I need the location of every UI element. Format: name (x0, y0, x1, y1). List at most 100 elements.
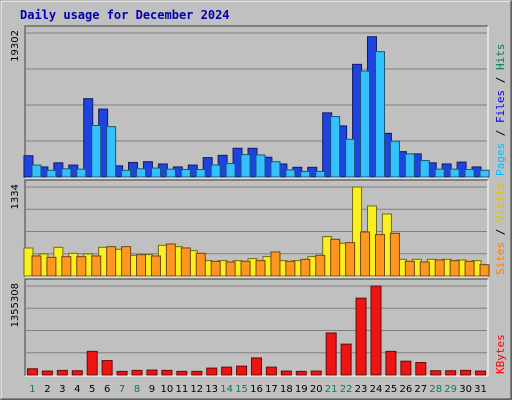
bar-sites-day-30 (464, 260, 475, 277)
x-tick-label-29: 29 (444, 384, 457, 395)
legend: Pages / Files / Hits (494, 44, 507, 177)
bar-sites-day-31 (479, 264, 490, 277)
x-tick-label-20: 20 (310, 384, 323, 395)
bar-files-day-26 (404, 153, 415, 178)
bar-files-day-27 (419, 160, 430, 178)
bar-files-day-5 (91, 125, 102, 178)
bar-kbytes-day-22 (340, 343, 352, 376)
x-tick-label-27: 27 (414, 384, 427, 395)
x-tick-label-3: 3 (59, 384, 65, 395)
bar-kbytes-day-25 (385, 350, 397, 376)
bar-sites-day-10 (165, 243, 176, 277)
legend-item-files: Files (494, 90, 507, 123)
bar-sites-day-22 (345, 242, 356, 277)
x-tick-label-17: 17 (265, 384, 278, 395)
bar-sites-day-23 (360, 231, 371, 277)
panel-kbytes: 1355308 KBytes (10, 278, 507, 377)
bar-sites-day-27 (419, 261, 430, 277)
bar-files-day-23 (360, 70, 371, 178)
bar-sites-day-26 (404, 260, 415, 277)
bar-kbytes-day-31 (475, 370, 487, 376)
bar-files-day-16 (255, 154, 266, 178)
bar-kbytes-day-14 (221, 366, 233, 376)
bar-files-day-2 (46, 169, 57, 178)
legend-item-visits: Visits (494, 182, 507, 222)
bar-kbytes-day-15 (236, 365, 248, 376)
bar-files-day-21 (330, 116, 341, 178)
x-tick-label-11: 11 (175, 384, 188, 395)
y-max-label: 1355308 (10, 283, 21, 328)
bar-kbytes-day-19 (295, 370, 307, 376)
x-tick-label-2: 2 (44, 384, 50, 395)
x-tick-label-30: 30 (459, 384, 472, 395)
bar-kbytes-day-16 (251, 357, 262, 376)
bar-files-day-4 (76, 168, 87, 178)
x-tick-label-28: 28 (429, 384, 442, 395)
x-tick-label-19: 19 (295, 384, 308, 395)
bar-kbytes-day-27 (415, 362, 427, 376)
x-tick-label-4: 4 (74, 384, 80, 395)
bar-sites-day-4 (76, 256, 87, 277)
bar-kbytes-day-1 (26, 368, 38, 376)
panel-border-dark (24, 25, 488, 178)
legend-item-kbytes: KBytes (494, 334, 507, 374)
x-tick-label-10: 10 (161, 384, 174, 395)
legend: Sites / Visits (494, 182, 507, 275)
bar-files-day-17 (270, 161, 281, 178)
bar-kbytes-day-2 (41, 370, 53, 376)
bar-sites-day-8 (136, 254, 147, 277)
bar-files-day-29 (449, 168, 460, 178)
x-tick-label-12: 12 (190, 384, 203, 395)
bar-files-day-20 (315, 170, 326, 178)
bar-sites-day-14 (225, 261, 236, 277)
x-tick-label-22: 22 (340, 384, 353, 395)
bar-kbytes-day-3 (56, 369, 68, 376)
legend: KBytes (494, 334, 507, 374)
bar-files-day-11 (180, 169, 191, 178)
x-tick-label-16: 16 (250, 384, 263, 395)
x-tick-label-14: 14 (220, 384, 233, 395)
bar-sites-day-18 (285, 260, 296, 277)
bar-kbytes-day-4 (71, 370, 83, 376)
bar-kbytes-day-12 (191, 370, 203, 376)
chart-title: Daily usage for December 2024 (20, 8, 230, 22)
x-tick-label-26: 26 (399, 384, 412, 395)
panel-border-light (25, 26, 489, 179)
bar-files-day-18 (285, 169, 296, 178)
bar-sites-day-17 (270, 251, 281, 277)
bar-sites-day-19 (300, 258, 311, 277)
bar-kbytes-day-20 (310, 370, 322, 376)
bar-files-day-7 (121, 169, 132, 178)
bar-sites-day-16 (255, 260, 266, 277)
bar-sites-day-12 (195, 252, 206, 277)
bar-kbytes-day-23 (355, 297, 367, 376)
bar-sites-day-28 (434, 259, 445, 277)
legend-separator: / (494, 123, 507, 143)
bar-files-day-12 (195, 169, 206, 178)
bar-sites-day-11 (180, 247, 191, 277)
bar-files-day-8 (136, 168, 147, 178)
bar-files-day-24 (374, 51, 385, 178)
bar-files-day-1 (31, 164, 42, 178)
x-tick-label-8: 8 (134, 384, 140, 395)
bar-files-day-3 (61, 168, 72, 178)
x-tick-label-9: 9 (149, 384, 155, 395)
x-tick-label-1: 1 (29, 384, 35, 395)
bar-kbytes-day-5 (86, 350, 98, 376)
bar-files-day-19 (300, 170, 311, 178)
legend-item-hits: Hits (494, 44, 507, 71)
bar-files-day-28 (434, 168, 445, 178)
bar-sites-day-20 (315, 254, 326, 277)
bar-kbytes-day-28 (430, 370, 442, 376)
bar-files-day-9 (150, 167, 161, 178)
x-axis-labels: 1 2 3 4 5 6 7 8 9 10 11 12 13 14 15 16 17 18 19 20 21 22 23 24 2… (29, 384, 487, 395)
x-tick-label-5: 5 (89, 384, 95, 395)
y-max-label: 19302 (10, 30, 21, 62)
bar-sites-day-7 (121, 246, 132, 277)
bar-files-day-25 (389, 140, 400, 178)
bar-files-day-10 (165, 168, 176, 178)
bar-kbytes-day-17 (265, 366, 277, 376)
